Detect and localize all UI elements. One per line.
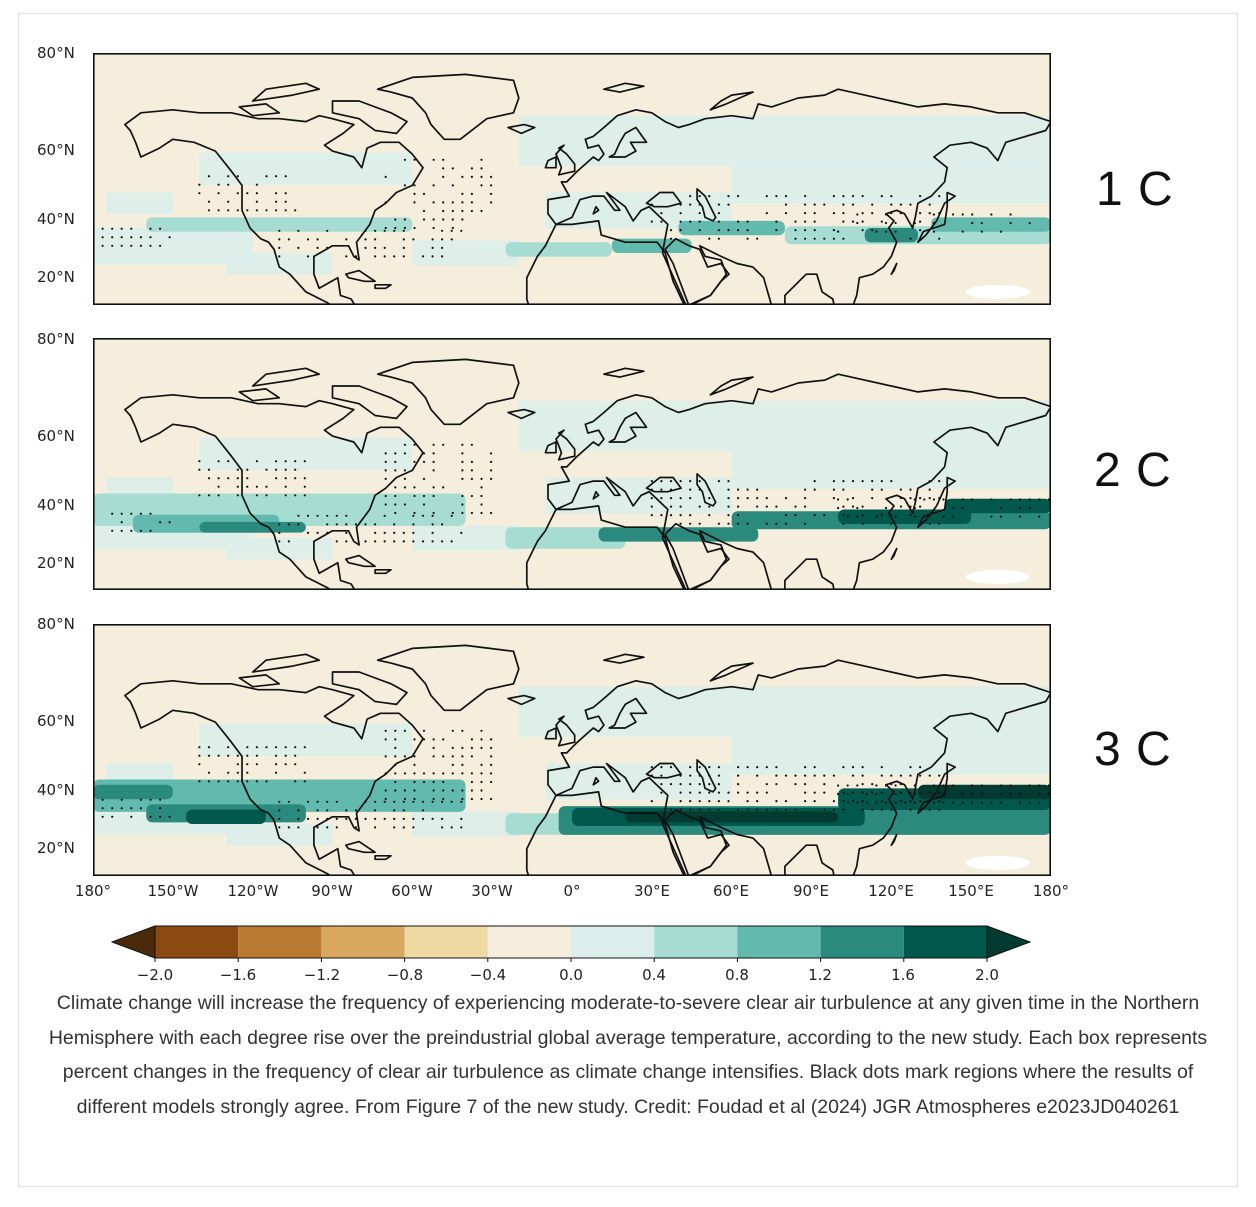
colorbar-arrow-right <box>986 925 1032 959</box>
colorbar-segment <box>654 926 738 958</box>
colorbar-tick: 2.0 <box>975 966 999 984</box>
lat-tick: 60°N <box>37 141 75 159</box>
figure-caption: Climate change will increase the frequen… <box>48 992 1208 1118</box>
lat-tick: 20°N <box>37 554 75 572</box>
lon-tick: 30°W <box>471 882 513 900</box>
colorbar-segment <box>155 926 239 958</box>
colorbar <box>110 925 1032 962</box>
panel-label-1c: 1 C <box>1096 163 1174 216</box>
lon-tick: 150°E <box>948 882 994 900</box>
lon-tick: 120°E <box>868 882 914 900</box>
map-panel-1c <box>93 53 1051 305</box>
lat-tick: 40°N <box>37 781 75 799</box>
colorbar-tick: −2.0 <box>136 966 174 984</box>
colorbar-tick: 1.2 <box>808 966 832 984</box>
lat-tick: 60°N <box>37 712 75 730</box>
lat-tick: 80°N <box>37 615 75 633</box>
lon-tick: 90°E <box>792 882 830 900</box>
colorbar-segment <box>404 926 488 958</box>
lat-tick: 20°N <box>37 839 75 857</box>
colorbar-segment <box>238 926 322 958</box>
map-panel-2c <box>93 338 1051 590</box>
lat-tick: 80°N <box>37 330 75 348</box>
lon-tick: 180° <box>74 882 112 900</box>
lon-tick: 60°E <box>712 882 750 900</box>
colorbar-tick: 0.0 <box>559 966 583 984</box>
colorbar-tick: 0.4 <box>642 966 666 984</box>
lat-tick: 80°N <box>37 44 75 62</box>
colorbar-segment <box>903 926 987 958</box>
colorbar-segment <box>820 926 904 958</box>
lon-tick: 60°W <box>391 882 433 900</box>
colorbar-tick: −0.8 <box>386 966 424 984</box>
panel-label-2c: 2 C <box>1094 444 1172 497</box>
colorbar-segment <box>487 926 571 958</box>
panel-label-3c: 3 C <box>1094 723 1172 776</box>
lon-tick: 180° <box>1032 882 1070 900</box>
colorbar-arrow-left <box>110 925 156 959</box>
colorbar-segment <box>571 926 655 958</box>
lon-tick: 90°W <box>311 882 353 900</box>
colorbar-tick: −1.6 <box>219 966 257 984</box>
lat-tick: 40°N <box>37 210 75 228</box>
colorbar-segment <box>321 926 405 958</box>
colorbar-segment <box>737 926 821 958</box>
lon-tick: 0° <box>563 882 581 900</box>
lat-tick: 60°N <box>37 427 75 445</box>
map-panel-3c <box>93 624 1051 876</box>
lat-tick: 40°N <box>37 496 75 514</box>
colorbar-tick: −0.4 <box>469 966 507 984</box>
lon-tick: 150°W <box>147 882 199 900</box>
lon-tick: 120°W <box>227 882 279 900</box>
colorbar-tick: −1.2 <box>303 966 341 984</box>
lat-tick: 20°N <box>37 268 75 286</box>
colorbar-tick: 0.8 <box>725 966 749 984</box>
colorbar-tick: 1.6 <box>891 966 915 984</box>
lon-tick: 30°E <box>633 882 671 900</box>
